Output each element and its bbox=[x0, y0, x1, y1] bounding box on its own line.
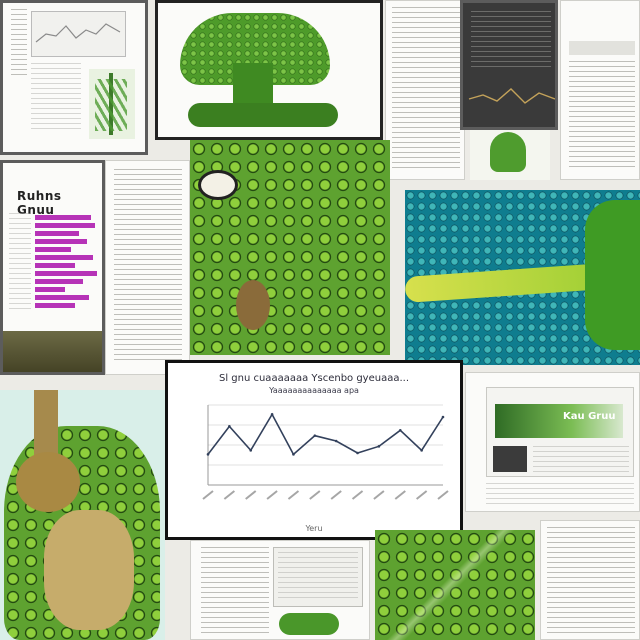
green-specimen-panel bbox=[470, 130, 550, 180]
chart-subtitle: Yaaaaaaaaaaaaaa apa bbox=[269, 386, 359, 395]
forest-photo bbox=[3, 331, 102, 372]
green-pill-specimen bbox=[279, 613, 339, 635]
reptile-eye bbox=[198, 170, 238, 200]
banner-title: Kau Gruu bbox=[563, 411, 616, 422]
data-point bbox=[356, 451, 359, 455]
line-chart-panel: Sl gnu cuaaaaaaa Yscenbo gyeuaaa... Yaaa… bbox=[165, 360, 463, 540]
bar-chart-bar bbox=[35, 295, 89, 300]
dark-chart-panel bbox=[460, 0, 558, 130]
data-point bbox=[398, 429, 402, 432]
bottom-figure bbox=[273, 547, 363, 607]
document-heading bbox=[569, 41, 635, 55]
bar-chart-bar bbox=[35, 255, 93, 260]
green-creature bbox=[585, 200, 640, 350]
text-column bbox=[392, 7, 460, 172]
text-column bbox=[31, 63, 81, 133]
text-column bbox=[114, 169, 182, 364]
bottom-right-document-panel bbox=[540, 520, 640, 640]
data-point bbox=[249, 449, 253, 452]
top-left-document-panel bbox=[0, 0, 148, 155]
text-column bbox=[11, 9, 27, 79]
dark-chart-graphic bbox=[468, 88, 555, 104]
data-point bbox=[441, 415, 445, 419]
x-tick-mark bbox=[309, 490, 321, 500]
bar-chart-bar bbox=[35, 247, 71, 252]
bar-chart-panel: Ruhns Gnuu bbox=[0, 160, 105, 375]
x-tick-mark bbox=[351, 490, 364, 500]
green-sculpture-panel bbox=[155, 0, 383, 140]
data-point bbox=[270, 413, 274, 416]
bar-chart-bar bbox=[35, 263, 75, 268]
text-column bbox=[569, 61, 635, 171]
organ-body bbox=[44, 510, 134, 630]
text-column bbox=[486, 483, 634, 507]
bar-chart-bar bbox=[35, 271, 97, 276]
yellow-stem bbox=[405, 263, 606, 303]
x-tick-mark bbox=[202, 490, 214, 500]
data-point bbox=[206, 453, 210, 456]
right-lower-document-panel: Kau Gruu bbox=[465, 372, 640, 512]
text-column bbox=[201, 547, 269, 637]
bar-chart-bar bbox=[35, 215, 91, 220]
green-sculpture bbox=[180, 13, 330, 85]
bottom-document-panel bbox=[190, 540, 370, 640]
bar-chart-bar bbox=[35, 303, 75, 308]
data-point bbox=[377, 445, 381, 448]
chart-title: Sl gnu cuaaaaaaa Yscenbo gyeuaaa... bbox=[218, 373, 410, 384]
reptile-skin-closeup bbox=[190, 140, 390, 355]
middle-document-panel bbox=[105, 160, 190, 375]
x-tick-mark bbox=[266, 490, 278, 500]
text-column bbox=[9, 213, 31, 313]
data-point bbox=[228, 425, 231, 428]
organ-illustration-panel bbox=[0, 390, 165, 640]
x-tick-mark bbox=[330, 490, 342, 500]
brown-spot bbox=[236, 280, 270, 330]
data-point bbox=[420, 449, 423, 452]
bar-chart-bar bbox=[35, 239, 87, 244]
text-column bbox=[533, 446, 629, 472]
x-tick-mark bbox=[373, 490, 385, 500]
organ-bulb bbox=[16, 452, 80, 512]
bar-chart-bar bbox=[35, 279, 83, 284]
bar-chart-bar bbox=[35, 287, 65, 292]
x-axis-label: Yeru bbox=[305, 524, 323, 533]
bar-chart-bar bbox=[35, 223, 95, 228]
text-column bbox=[547, 527, 635, 635]
dark-thumbnail bbox=[493, 446, 527, 472]
data-point bbox=[334, 439, 338, 443]
x-tick-mark bbox=[394, 490, 406, 500]
x-tick-mark bbox=[437, 490, 449, 500]
fern-illustration bbox=[89, 69, 135, 139]
line-chart bbox=[202, 404, 449, 500]
right-document-panel bbox=[560, 0, 640, 180]
mini-line-chart bbox=[31, 11, 126, 57]
bar-chart-title: Ruhns Gnuu bbox=[17, 189, 62, 217]
bar-chart-bar bbox=[35, 231, 79, 236]
mini-line-chart-graphic bbox=[35, 23, 121, 43]
data-point bbox=[292, 453, 295, 456]
organ-tube bbox=[34, 390, 58, 460]
green-leaf-closeup bbox=[375, 530, 535, 640]
x-tick-mark bbox=[223, 490, 235, 500]
x-tick-mark bbox=[287, 490, 300, 500]
x-tick-mark bbox=[245, 490, 257, 500]
series-line bbox=[207, 412, 444, 456]
teal-scale-pattern bbox=[405, 190, 640, 365]
x-tick-mark bbox=[416, 490, 428, 500]
text-column bbox=[471, 11, 551, 71]
data-point bbox=[313, 434, 317, 437]
embedded-figure: Kau Gruu bbox=[486, 387, 634, 477]
green-specimen bbox=[490, 132, 526, 172]
green-sculpture bbox=[188, 103, 338, 127]
green-banner: Kau Gruu bbox=[495, 404, 623, 438]
text-document-panel bbox=[385, 0, 465, 180]
